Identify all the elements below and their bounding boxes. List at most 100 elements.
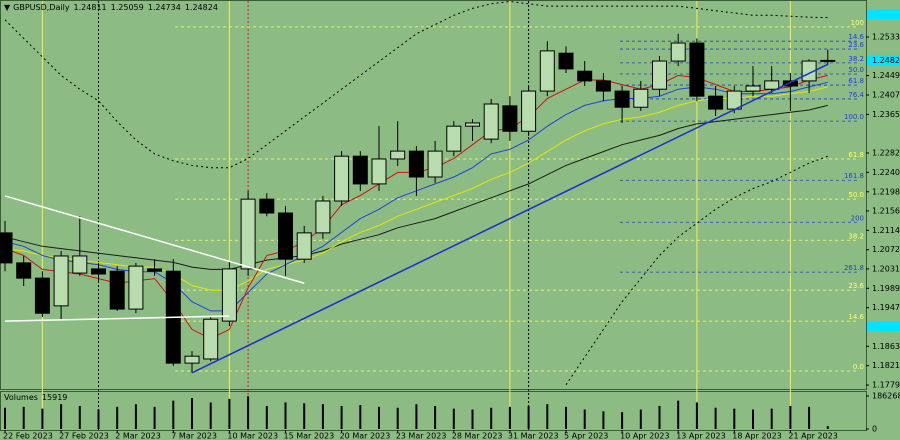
candle-body — [371, 158, 387, 185]
volume-frame — [0, 391, 867, 431]
x-tick-label: 28 Mar 2023 — [452, 432, 503, 440]
candle-body — [782, 80, 798, 87]
volume-bar — [396, 407, 399, 429]
volume-bar — [321, 404, 324, 429]
candle-body — [764, 80, 780, 90]
candle-body — [128, 265, 144, 310]
y-tick-label: 1.18635 — [872, 342, 900, 351]
y-tick-label: 1.24495 — [872, 71, 900, 80]
fib-label: 100 — [851, 19, 864, 27]
x-tick-label: 7 Mar 2023 — [171, 432, 217, 440]
candle-body — [465, 122, 480, 127]
candle-body — [352, 155, 368, 185]
volume-bar — [78, 405, 81, 429]
candle-body — [820, 59, 836, 62]
volume-panel: 186268 0 — [4, 392, 900, 434]
candle-body — [390, 150, 406, 160]
marker-box — [867, 321, 900, 331]
candle-body — [539, 50, 555, 92]
x-tick-label: 18 Apr 2023 — [732, 432, 781, 440]
candle-body — [296, 232, 312, 260]
fib-label: 0.0 — [853, 363, 864, 371]
x-tick-label: 13 Apr 2023 — [676, 432, 725, 440]
candle-body — [408, 150, 424, 178]
candle-body — [334, 155, 350, 202]
volume-bar — [639, 409, 642, 429]
indicator-line — [4, 0, 828, 169]
y-tick-label: 1.20725 — [872, 245, 900, 254]
volume-bar — [4, 407, 6, 429]
volume-bar — [490, 407, 493, 429]
candle-body — [203, 318, 219, 360]
fib-label: 200 — [851, 214, 864, 222]
volume-bar — [378, 406, 380, 429]
y-tick-label: 1.19470 — [872, 303, 900, 312]
volume-bar — [808, 406, 811, 429]
candle-body — [577, 70, 593, 82]
header: ▼ GBPUSD,Daily 1.24811 1.25059 1.24734 1.2482… — [4, 3, 218, 12]
candle-body — [184, 355, 200, 364]
candle-body — [483, 103, 499, 140]
candle-body — [558, 52, 574, 70]
y-tick-label: 1.21565 — [872, 206, 900, 215]
volume-bar — [60, 404, 63, 429]
candle-body — [614, 90, 630, 108]
candle-body — [670, 42, 686, 62]
volume-bar — [22, 406, 25, 429]
volume-bar — [434, 405, 437, 429]
volume-bar — [452, 408, 455, 429]
x-tick-label: 31 Mar 2023 — [508, 432, 559, 440]
candle-body — [446, 125, 462, 152]
volume-bar — [471, 409, 474, 429]
volume-bar — [621, 412, 624, 429]
volume-bar — [677, 400, 680, 429]
x-tick-label: 20 Mar 2023 — [340, 432, 391, 440]
candle-body — [72, 255, 88, 274]
y-tick-label: 1.25330 — [872, 33, 900, 42]
x-tick-label: 22 Feb 2023 — [3, 432, 53, 440]
x-tick-label: 21 Apr 2023 — [788, 432, 837, 440]
volume-last: 15919 — [42, 393, 67, 402]
candle-body — [502, 105, 518, 132]
header-high: 1.25059 — [111, 3, 144, 12]
fib-label: 23.6 — [848, 282, 864, 290]
candle-body — [633, 88, 649, 108]
volume-bar — [247, 396, 250, 429]
volume-bar — [546, 404, 549, 429]
volume-bar — [826, 426, 829, 429]
fib-label: 38.2 — [848, 232, 864, 240]
fib-label: 38.2 — [848, 55, 864, 63]
candle-body — [315, 200, 331, 234]
volume-bar — [733, 408, 736, 429]
header-arrow: ▼ — [4, 3, 11, 12]
plot-frame — [0, 0, 867, 390]
y-tick-label: 1.18215 — [872, 361, 900, 370]
trendlines — [4, 63, 829, 374]
current-price-box — [867, 55, 900, 66]
fib-label: 61.8 — [848, 151, 864, 159]
volume-bar — [340, 405, 343, 429]
x-tick-label: 10 Apr 2023 — [620, 432, 669, 440]
candle-body — [278, 212, 293, 260]
candle-body — [91, 268, 106, 275]
volume-bar — [303, 403, 306, 429]
fib-label: 50.0 — [848, 191, 864, 199]
candle-body — [221, 268, 237, 322]
fib-label: 161.8 — [844, 172, 864, 180]
volume-bar — [695, 402, 698, 429]
x-tick-label: 23 Mar 2023 — [396, 432, 447, 440]
y-tick-label: 1.22820 — [872, 148, 900, 157]
volume-header: Volumes 15919 — [4, 393, 67, 402]
candle-body — [34, 277, 50, 314]
volume-bar — [752, 409, 754, 429]
volume-bar — [789, 405, 792, 429]
y-tick-label: 1.23655 — [872, 110, 900, 119]
header-open: 1.24811 — [74, 3, 107, 12]
volume-bar — [714, 407, 717, 429]
x-tick-label: 10 Mar 2023 — [227, 432, 278, 440]
x-tick-label: 15 Mar 2023 — [284, 432, 335, 440]
volume-bar — [41, 408, 44, 429]
